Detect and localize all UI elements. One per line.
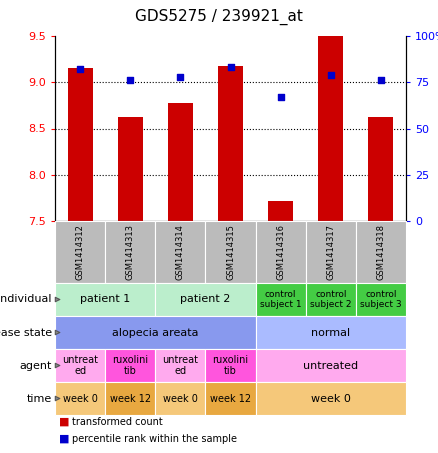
Text: GSM1414317: GSM1414317 [326, 224, 335, 280]
Text: GSM1414312: GSM1414312 [76, 224, 85, 280]
Bar [368, 117, 393, 221]
Bar [318, 0, 343, 221]
Text: ■: ■ [60, 434, 70, 444]
Text: GSM1414318: GSM1414318 [376, 224, 385, 280]
Point [77, 66, 84, 73]
Text: control
subject 1: control subject 1 [260, 290, 301, 309]
Text: disease state: disease state [0, 328, 52, 337]
Text: untreat
ed: untreat ed [62, 355, 98, 376]
Bar [67, 68, 92, 221]
Point [378, 77, 385, 84]
Point [227, 64, 234, 71]
Text: agent: agent [20, 361, 52, 371]
Text: week 0: week 0 [311, 394, 351, 404]
Bar [168, 102, 193, 221]
Text: week 0: week 0 [163, 394, 198, 404]
Text: untreated: untreated [303, 361, 358, 371]
Text: week 0: week 0 [63, 394, 98, 404]
Text: patient 2: patient 2 [180, 294, 231, 304]
Text: alopecia areata: alopecia areata [112, 328, 198, 337]
Bar [268, 201, 293, 221]
Text: control
subject 2: control subject 2 [310, 290, 352, 309]
Text: time: time [27, 394, 52, 404]
Text: GSM1414314: GSM1414314 [176, 224, 185, 280]
Text: percentile rank within the sample: percentile rank within the sample [72, 434, 237, 444]
Text: normal: normal [311, 328, 350, 337]
Text: individual: individual [0, 294, 52, 304]
Text: ■: ■ [60, 417, 70, 427]
Bar [118, 117, 143, 221]
Point [277, 93, 284, 101]
Text: ruxolini
tib: ruxolini tib [212, 355, 248, 376]
Bar [218, 66, 243, 221]
Text: ruxolini
tib: ruxolini tib [112, 355, 148, 376]
Text: patient 1: patient 1 [80, 294, 130, 304]
Text: GDS5275 / 239921_at: GDS5275 / 239921_at [135, 9, 303, 24]
Text: GSM1414315: GSM1414315 [226, 224, 235, 280]
Point [327, 71, 334, 78]
Text: week 12: week 12 [110, 394, 151, 404]
Point [177, 73, 184, 80]
Text: control
subject 3: control subject 3 [360, 290, 402, 309]
Text: GSM1414313: GSM1414313 [126, 224, 135, 280]
Text: GSM1414316: GSM1414316 [276, 224, 285, 280]
Text: transformed count: transformed count [72, 417, 162, 427]
Text: week 12: week 12 [210, 394, 251, 404]
Point [127, 77, 134, 84]
Text: untreat
ed: untreat ed [162, 355, 198, 376]
